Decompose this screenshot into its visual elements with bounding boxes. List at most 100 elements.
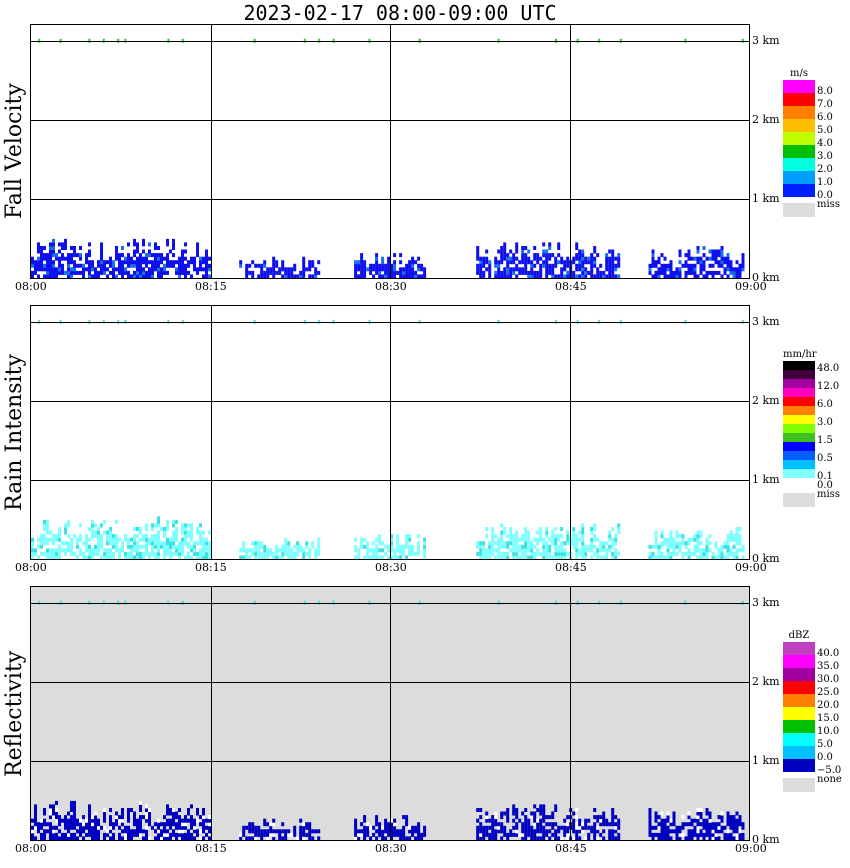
heatmap-cell bbox=[287, 267, 291, 272]
heatmap-cell bbox=[675, 832, 679, 837]
heatmap-cell bbox=[34, 815, 37, 820]
heatmap-cell bbox=[551, 274, 555, 278]
heatmap-cell bbox=[100, 534, 103, 539]
heatmap-cell bbox=[49, 530, 52, 535]
heatmap-cell bbox=[575, 829, 579, 834]
heatmap-cell bbox=[482, 832, 486, 837]
heatmap-cell bbox=[293, 825, 297, 830]
heatmap-cell bbox=[133, 274, 136, 278]
heatmap-cell bbox=[136, 534, 139, 539]
heatmap-cell bbox=[485, 818, 489, 823]
heatmap-cell bbox=[91, 523, 94, 528]
legend-entry: 6.0 bbox=[783, 397, 848, 410]
heatmap-cell bbox=[133, 260, 136, 265]
heatmap-cell bbox=[378, 267, 382, 272]
heatmap-cell bbox=[157, 523, 160, 528]
heatmap-cell bbox=[720, 825, 724, 830]
heatmap-cell bbox=[281, 548, 285, 553]
heatmap-cell bbox=[598, 319, 601, 324]
heatmap-cell bbox=[699, 815, 703, 820]
heatmap-cell bbox=[566, 551, 570, 556]
legend-label: 6.0 bbox=[817, 399, 833, 410]
heatmap-cell bbox=[575, 808, 579, 812]
heatmap-cell bbox=[518, 555, 522, 559]
heatmap-cell bbox=[488, 548, 492, 553]
heatmap-cell bbox=[208, 548, 211, 553]
heatmap-cell bbox=[117, 319, 120, 324]
heatmap-cell bbox=[175, 519, 178, 524]
heatmap-cell bbox=[548, 836, 552, 840]
heatmap-cell bbox=[202, 537, 205, 542]
heatmap-cell bbox=[666, 267, 670, 272]
heatmap-cell bbox=[566, 822, 570, 827]
heatmap-cell bbox=[669, 267, 673, 272]
heatmap-cell bbox=[494, 815, 498, 820]
heatmap-cell bbox=[46, 548, 49, 553]
legend-label: 0.0 bbox=[817, 190, 833, 201]
heatmap-cell bbox=[593, 260, 597, 265]
heatmap-cell bbox=[581, 548, 585, 553]
heatmap-cell bbox=[542, 548, 546, 553]
heatmap-cell bbox=[205, 537, 208, 542]
legend-label: 6.0 bbox=[817, 112, 833, 123]
heatmap-cell bbox=[88, 537, 91, 542]
panel-label-fall-velocity: Fall Velocity bbox=[2, 83, 27, 220]
heatmap-cell bbox=[515, 808, 519, 812]
heatmap-cell bbox=[423, 274, 427, 278]
heatmap-cell bbox=[705, 811, 709, 816]
heatmap-cell bbox=[178, 822, 181, 827]
heatmap-cell bbox=[476, 249, 480, 254]
heatmap-cell bbox=[611, 551, 615, 556]
heatmap-cell bbox=[479, 555, 483, 559]
heatmap-cell bbox=[503, 555, 507, 559]
heatmap-cell bbox=[491, 825, 495, 830]
heatmap-cell bbox=[536, 530, 540, 535]
heatmap-cell bbox=[521, 260, 525, 265]
heatmap-cell bbox=[187, 808, 190, 812]
heatmap-cell bbox=[702, 551, 706, 556]
y-tick-label: 2 km bbox=[752, 675, 780, 688]
heatmap-cell bbox=[305, 825, 309, 830]
heatmap-cell bbox=[100, 555, 103, 559]
heatmap-cell bbox=[133, 253, 136, 258]
heatmap-cell bbox=[253, 319, 256, 324]
heatmap-cell bbox=[611, 544, 615, 549]
heatmap-cell bbox=[302, 555, 306, 559]
heatmap-cell bbox=[31, 829, 34, 834]
heatmap-cell bbox=[257, 274, 261, 278]
heatmap-cell bbox=[536, 825, 540, 830]
heatmap-cell bbox=[669, 270, 673, 275]
reflectivity-plot bbox=[30, 586, 750, 841]
heatmap-cell bbox=[187, 836, 190, 840]
heatmap-cell bbox=[545, 267, 549, 272]
heatmap-cell bbox=[497, 548, 501, 553]
heatmap-cell bbox=[414, 551, 418, 556]
heatmap-cell bbox=[369, 548, 373, 553]
heatmap-cell bbox=[512, 551, 516, 556]
heatmap-cell bbox=[660, 267, 664, 272]
heatmap-cell bbox=[55, 818, 58, 823]
heatmap-cell bbox=[705, 537, 709, 542]
heatmap-cell bbox=[196, 249, 199, 254]
heatmap-cell bbox=[494, 534, 498, 539]
heatmap-cell bbox=[106, 555, 109, 559]
heatmap-cell bbox=[357, 829, 361, 834]
heatmap-cell bbox=[726, 822, 730, 827]
heatmap-cell bbox=[506, 534, 510, 539]
heatmap-cell bbox=[708, 811, 712, 816]
heatmap-cell bbox=[557, 253, 561, 258]
heatmap-cell bbox=[263, 832, 267, 837]
heatmap-cell bbox=[109, 530, 112, 535]
heatmap-cell bbox=[542, 836, 546, 840]
heatmap-cell bbox=[239, 832, 243, 837]
heatmap-cell bbox=[660, 534, 664, 539]
heatmap-cell bbox=[196, 541, 199, 546]
heatmap-cell bbox=[681, 555, 685, 559]
heatmap-cell bbox=[239, 555, 243, 559]
heatmap-cell bbox=[696, 822, 700, 827]
heatmap-cell bbox=[581, 263, 585, 268]
heatmap-cell bbox=[572, 836, 576, 840]
heatmap-cell bbox=[49, 246, 52, 250]
heatmap-cell bbox=[539, 818, 543, 823]
heatmap-cell bbox=[602, 270, 606, 275]
